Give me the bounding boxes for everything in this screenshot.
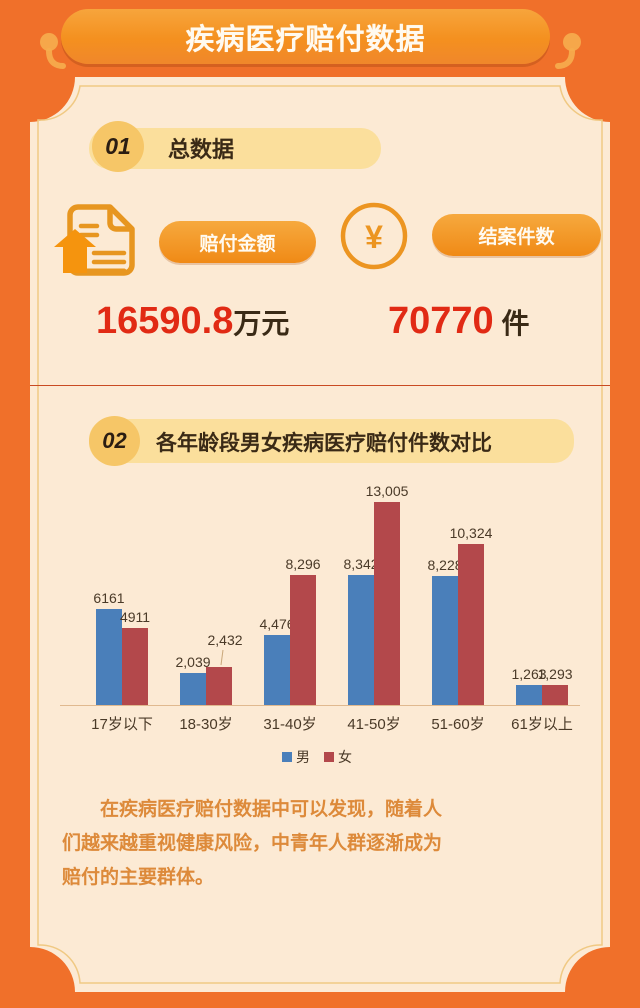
svg-text:¥: ¥: [365, 219, 383, 255]
